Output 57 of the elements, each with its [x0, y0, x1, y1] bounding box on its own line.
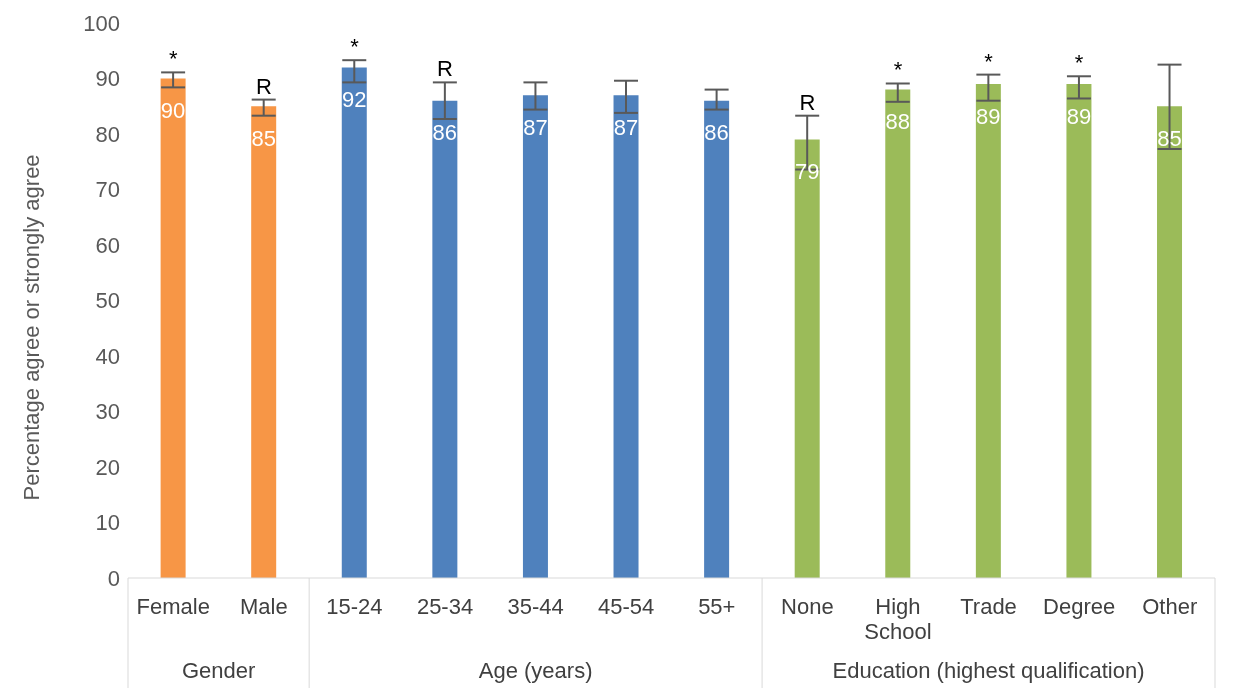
data-label: 90 — [160, 98, 186, 124]
x-tick-label: 55+ — [698, 593, 736, 619]
bar — [794, 139, 820, 578]
y-axis-title: Percentage agree or strongly agree — [18, 154, 44, 501]
x-tick-label: Degree — [1043, 593, 1116, 619]
x-tick-label: High School — [864, 593, 932, 645]
annotation: * — [350, 34, 360, 60]
y-tick-label: 90 — [95, 66, 120, 92]
text: Gender — [181, 658, 256, 683]
x-tick-label: Other — [1142, 593, 1198, 619]
data-label: 89 — [1066, 103, 1092, 129]
annotation: * — [893, 57, 903, 83]
y-tick-label: 10 — [95, 510, 120, 536]
annotation: * — [1074, 50, 1084, 76]
y-tick-label: 80 — [95, 121, 120, 147]
y-tick-label: 20 — [95, 454, 120, 480]
bar — [251, 106, 277, 578]
bar — [885, 89, 911, 578]
data-label: 86 — [704, 120, 729, 146]
y-tick-label: 60 — [95, 232, 120, 258]
x-tick-label: Trade — [960, 593, 1017, 619]
annotation: * — [169, 46, 179, 72]
bar — [975, 84, 1001, 578]
y-tick-label: 70 — [95, 177, 120, 203]
x-tick-label: 25-34 — [416, 593, 474, 619]
bar — [522, 95, 548, 578]
y-tick-label: 100 — [83, 10, 120, 36]
data-label: 87 — [523, 114, 548, 140]
bar — [1157, 106, 1183, 578]
y-tick-label: 40 — [95, 343, 120, 369]
x-tick-label: 15-24 — [326, 593, 383, 619]
annotation: * — [984, 48, 994, 74]
bar — [432, 100, 458, 578]
data-label: 88 — [885, 109, 911, 135]
data-label: 89 — [976, 103, 1001, 129]
data-label: 85 — [251, 125, 276, 151]
x-tick-label: Male — [240, 593, 288, 619]
annotation: R — [255, 73, 272, 99]
bar — [613, 95, 639, 578]
bar — [704, 100, 730, 578]
bar — [341, 67, 367, 578]
y-tick-label: 50 — [95, 288, 120, 314]
bar — [160, 78, 186, 578]
data-label: 92 — [342, 87, 367, 113]
x-tick-label: 35-44 — [507, 593, 564, 619]
y-tick-label: 30 — [95, 399, 120, 425]
data-label: 86 — [432, 120, 458, 146]
y-tick-label: 0 — [107, 565, 120, 591]
x-tick-label: 45-54 — [598, 593, 655, 619]
text: Age (years) — [478, 658, 593, 683]
annotation: R — [437, 56, 453, 82]
bar — [1066, 84, 1092, 578]
x-tick-label: None — [781, 593, 834, 619]
text: Education (highest qualification) — [832, 658, 1145, 683]
data-label: 87 — [613, 114, 639, 140]
x-tick-label: Female — [136, 593, 210, 619]
annotation: R — [799, 89, 816, 115]
